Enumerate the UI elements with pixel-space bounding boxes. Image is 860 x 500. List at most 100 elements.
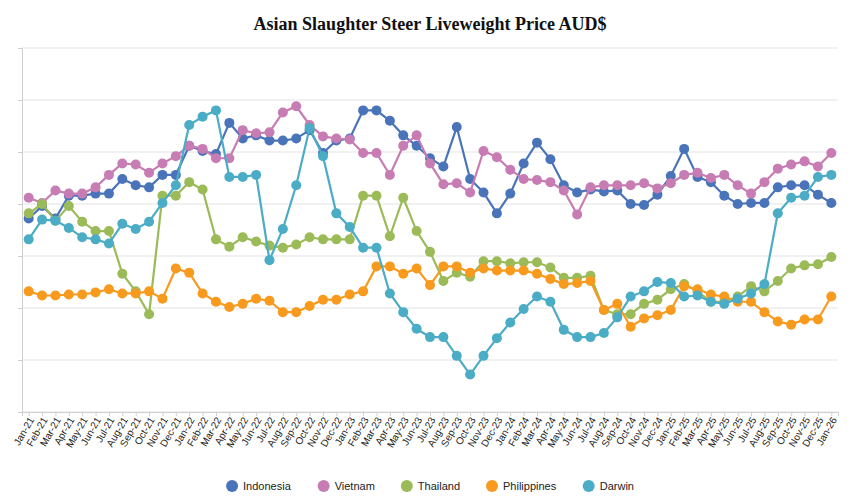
x-tick-mark	[604, 412, 605, 416]
series-marker	[786, 263, 796, 273]
y-tick	[18, 100, 22, 101]
x-tick-mark	[724, 412, 725, 416]
series-marker	[358, 243, 368, 253]
series-marker	[519, 266, 529, 276]
x-axis-line	[23, 413, 839, 417]
series-marker	[452, 261, 462, 271]
x-tick-mark	[55, 412, 56, 416]
series-marker	[559, 279, 569, 289]
legend-label: Philippines	[503, 480, 557, 492]
series-marker	[599, 305, 609, 315]
series-marker	[144, 182, 154, 192]
series-line	[29, 110, 832, 218]
series-marker	[131, 180, 141, 190]
series-marker	[425, 332, 435, 342]
series-marker	[666, 305, 676, 315]
series-marker	[572, 332, 582, 342]
series-marker	[800, 260, 810, 270]
x-tick-mark	[109, 412, 110, 416]
legend: IndonesiaVietnamThailandPhilippinesDarwi…	[226, 480, 634, 492]
series-marker	[505, 189, 515, 199]
series-marker	[746, 288, 756, 298]
series-marker	[773, 164, 783, 174]
x-tick-mark	[323, 412, 324, 416]
series-marker	[291, 180, 301, 190]
y-tick-mark	[18, 412, 22, 413]
series-marker	[305, 123, 315, 133]
series-marker	[759, 198, 769, 208]
x-tick-mark	[390, 412, 391, 416]
x-tick-mark	[510, 412, 511, 416]
x-tick-mark	[831, 412, 832, 416]
series-marker	[50, 185, 60, 195]
series-marker	[519, 174, 529, 184]
series-marker	[37, 215, 47, 225]
series-marker	[813, 190, 823, 200]
series-marker	[800, 314, 810, 324]
chart: Asian Slaughter Steer Liveweight Price A…	[0, 0, 860, 500]
series-marker	[666, 178, 676, 188]
series-marker	[104, 170, 114, 180]
series-marker	[733, 180, 743, 190]
series-marker	[532, 257, 542, 267]
series-marker	[679, 281, 689, 291]
series-marker	[639, 178, 649, 188]
series-marker	[398, 307, 408, 317]
series-marker	[800, 180, 810, 190]
series-marker	[264, 296, 274, 306]
series-marker	[586, 332, 596, 342]
series-marker	[198, 288, 208, 298]
series-marker	[706, 173, 716, 183]
series-marker	[24, 208, 34, 218]
series-marker	[104, 226, 114, 236]
series-marker	[719, 170, 729, 180]
series-marker	[545, 274, 555, 284]
series-marker	[826, 170, 836, 180]
series-marker	[77, 232, 87, 242]
grid-line	[22, 360, 838, 361]
series-marker	[117, 219, 127, 229]
x-tick-mark	[791, 412, 792, 416]
series-marker	[559, 325, 569, 335]
series-marker	[91, 182, 101, 192]
series-marker	[385, 231, 395, 241]
series-marker	[24, 234, 34, 244]
y-tick	[18, 204, 22, 205]
series-marker	[519, 158, 529, 168]
y-axis-line	[18, 49, 23, 413]
x-tick-mark	[216, 412, 217, 416]
x-tick-mark	[243, 412, 244, 416]
series-marker	[305, 232, 315, 242]
series-marker	[117, 269, 127, 279]
x-tick-mark	[684, 412, 685, 416]
x-tick-mark	[376, 412, 377, 416]
x-tick-mark	[229, 412, 230, 416]
series-marker	[800, 156, 810, 166]
series-marker	[398, 269, 408, 279]
x-tick-label: Jan-26	[814, 415, 839, 447]
series-marker	[238, 299, 248, 309]
series-marker	[612, 312, 622, 322]
x-tick-mark	[698, 412, 699, 416]
series-marker	[545, 262, 555, 272]
series-marker	[505, 318, 515, 328]
legend-label: Indonesia	[243, 480, 292, 492]
series-marker	[719, 191, 729, 201]
x-tick-mark	[96, 412, 97, 416]
y-tick	[18, 308, 22, 309]
series-marker	[492, 256, 502, 266]
series-marker	[572, 278, 582, 288]
series-marker	[37, 291, 47, 301]
series-marker	[626, 292, 636, 302]
series-marker	[131, 288, 141, 298]
x-tick-mark	[550, 412, 551, 416]
y-axis	[18, 49, 23, 413]
series-marker	[412, 324, 422, 334]
series-marker	[639, 200, 649, 210]
series-marker	[626, 180, 636, 190]
x-tick-mark	[818, 412, 819, 416]
series-marker	[452, 178, 462, 188]
series-marker	[264, 127, 274, 137]
series-marker	[157, 158, 167, 168]
series-marker	[505, 165, 515, 175]
